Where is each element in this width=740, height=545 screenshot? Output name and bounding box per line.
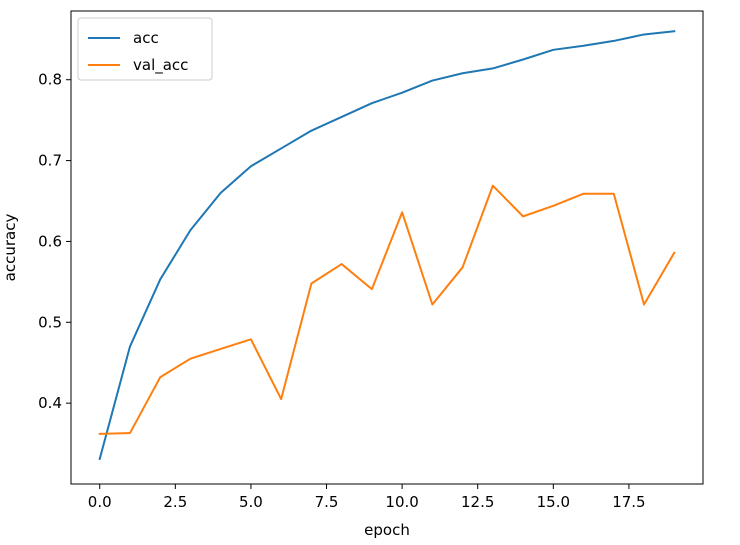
- y-tick-label: 0.6: [38, 232, 62, 250]
- y-axis-label: accuracy: [1, 214, 19, 282]
- x-tick-label: 10.0: [385, 493, 418, 511]
- plot-area: [70, 10, 704, 485]
- x-tick-label: 7.5: [315, 493, 339, 511]
- x-tick-label: 0.0: [88, 493, 112, 511]
- legend-label-acc: acc: [133, 29, 159, 47]
- x-axis: 0.0 2.5 5.0 7.5 10.0 12.5 15.0 17.5: [88, 484, 646, 511]
- series-line-val-acc: [98, 184, 676, 435]
- x-tick-label: 12.5: [461, 493, 494, 511]
- y-tick-label: 0.8: [38, 71, 62, 89]
- x-tick-label: 5.0: [239, 493, 263, 511]
- x-tick-label: 17.5: [612, 493, 645, 511]
- y-axis: 0.4 0.5 0.6 0.7 0.8: [38, 71, 71, 412]
- x-tick-label: 15.0: [537, 493, 570, 511]
- legend: acc val_acc: [77, 17, 213, 81]
- x-axis-label: epoch: [364, 521, 410, 539]
- y-tick-label: 0.5: [38, 313, 62, 331]
- legend-label-val-acc: val_acc: [133, 56, 188, 75]
- y-tick-label: 0.4: [38, 394, 62, 412]
- series-lines: [98, 30, 676, 461]
- x-tick-label: 2.5: [163, 493, 187, 511]
- y-tick-label: 0.7: [38, 152, 62, 170]
- series-line-acc: [98, 30, 676, 461]
